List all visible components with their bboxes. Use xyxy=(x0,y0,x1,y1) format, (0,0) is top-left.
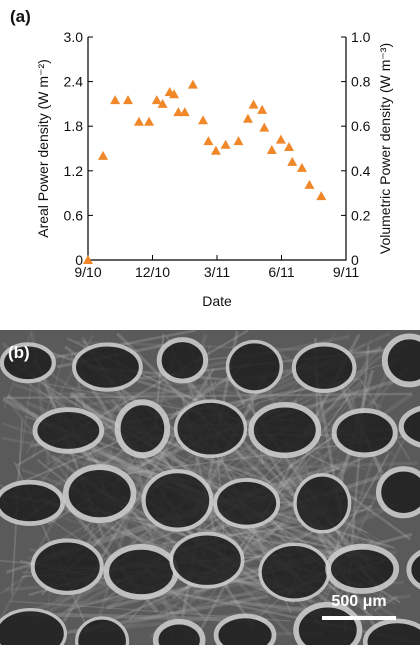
x-axis-title: Date xyxy=(202,293,232,309)
sem-pore xyxy=(381,333,420,388)
sem-strut xyxy=(169,381,217,421)
data-point xyxy=(169,89,179,99)
data-point xyxy=(220,139,231,149)
y-tick-label: 0.6 xyxy=(64,207,84,223)
data-point xyxy=(122,95,133,105)
data-point xyxy=(284,142,295,152)
scale-bar-label: 500 μm xyxy=(331,593,386,610)
data-point xyxy=(304,179,315,189)
y-tick-label: 0 xyxy=(75,252,83,268)
sem-strut xyxy=(51,329,196,360)
data-point xyxy=(210,145,221,155)
data-point xyxy=(257,104,268,114)
y2-tick-label: 0.4 xyxy=(351,163,371,179)
sem-strut xyxy=(332,453,390,554)
data-point xyxy=(179,107,190,117)
data-point xyxy=(316,191,327,201)
sem-pore xyxy=(141,469,214,532)
data-point xyxy=(233,136,244,146)
data-point xyxy=(266,144,277,154)
y-tick-label: 1.2 xyxy=(64,163,84,179)
sem-pore xyxy=(75,616,130,645)
data-point xyxy=(157,98,168,108)
sem-pore xyxy=(375,466,420,519)
sem-strut xyxy=(229,455,249,460)
sem-pore xyxy=(30,538,104,595)
sem-strut xyxy=(373,595,398,612)
x-tick-label: 9/11 xyxy=(333,264,359,280)
sem-pore xyxy=(291,342,357,394)
data-point xyxy=(144,116,155,126)
data-point xyxy=(173,107,184,117)
sem-pore xyxy=(0,342,56,384)
sem-pore xyxy=(225,339,284,394)
sem-strut xyxy=(311,426,412,627)
sem-strut xyxy=(69,392,86,398)
data-point xyxy=(248,99,259,109)
y-axis-title: Areal Power density (W m⁻²) xyxy=(35,59,51,238)
sem-pore xyxy=(0,608,67,645)
data-point xyxy=(151,95,162,105)
sem-pore xyxy=(173,399,248,458)
sem-pore xyxy=(258,542,331,602)
sem-pore xyxy=(62,464,137,523)
sem-strut xyxy=(51,391,184,396)
data-point xyxy=(242,113,253,123)
sem-strut xyxy=(13,363,336,574)
sem-pore xyxy=(362,618,420,645)
x-tick-label: 6/11 xyxy=(268,264,294,280)
sem-pore xyxy=(32,407,105,454)
data-point xyxy=(203,136,214,146)
sem-strut xyxy=(102,461,418,476)
data-point xyxy=(83,255,93,264)
data-point xyxy=(296,162,307,172)
y2-tick-label: 1.0 xyxy=(351,29,371,45)
data-point xyxy=(110,95,121,105)
sem-pore xyxy=(213,613,277,645)
data-point xyxy=(98,150,109,160)
data-point xyxy=(287,156,298,166)
y-tick-label: 2.4 xyxy=(64,74,84,90)
x-tick-label: 9/10 xyxy=(74,264,101,280)
sem-strut xyxy=(284,530,354,547)
y-tick-label: 3.0 xyxy=(64,29,84,45)
x-tick-label: 12/10 xyxy=(135,264,170,280)
sem-pore xyxy=(331,408,398,458)
data-point xyxy=(187,79,198,89)
sem-strut xyxy=(110,512,178,545)
y-tick-label: 1.8 xyxy=(64,118,84,134)
sem-pore xyxy=(293,473,352,534)
sem-pore xyxy=(103,544,179,600)
sem-pore xyxy=(248,401,322,459)
sem-strut xyxy=(114,373,281,401)
y2-axis-title: Volumetric Power density (W m⁻³) xyxy=(377,43,393,254)
y2-tick-label: 0.6 xyxy=(351,118,371,134)
sem-pore xyxy=(213,477,281,529)
data-point xyxy=(133,116,144,126)
sem-pore xyxy=(152,618,206,645)
data-point xyxy=(259,122,270,132)
sem-pore xyxy=(169,531,245,589)
sem-pore xyxy=(398,405,420,448)
sem-image xyxy=(0,329,420,645)
sem-pore xyxy=(325,543,400,594)
y2-tick-label: 0.2 xyxy=(351,207,371,223)
y2-tick-label: 0 xyxy=(351,252,359,268)
data-point xyxy=(275,134,286,144)
data-point xyxy=(198,115,209,125)
x-tick-label: 3/11 xyxy=(204,264,230,280)
sem-pore xyxy=(156,337,209,384)
panel-label: (b) xyxy=(8,343,30,362)
sem-pore xyxy=(406,549,420,590)
sem-pore xyxy=(114,399,171,459)
sem-pore xyxy=(72,342,143,392)
sem-pore xyxy=(293,601,363,645)
sem-strut xyxy=(42,339,419,429)
sem-strut xyxy=(3,392,412,400)
y2-tick-label: 0.8 xyxy=(351,74,371,90)
sem-pore xyxy=(0,479,65,526)
panel-label: (a) xyxy=(10,7,31,26)
